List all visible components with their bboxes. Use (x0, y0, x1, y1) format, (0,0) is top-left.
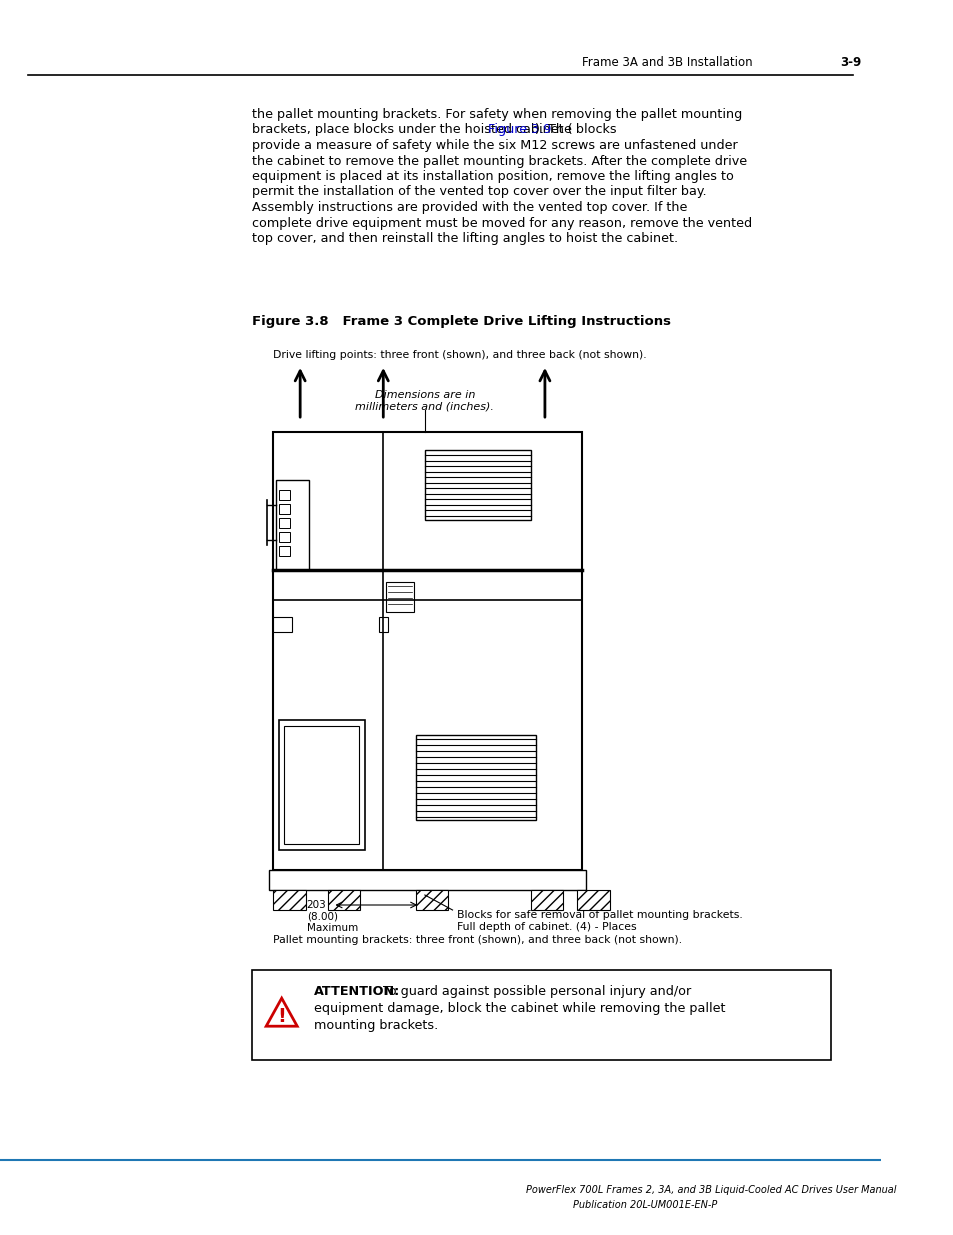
Text: Figure 3.8   Frame 3 Complete Drive Lifting Instructions: Figure 3.8 Frame 3 Complete Drive Liftin… (252, 315, 670, 329)
Text: brackets, place blocks under the hoisted cabinet (: brackets, place blocks under the hoisted… (252, 124, 572, 137)
Bar (577, 890, 609, 910)
Text: Publication 20L-UM001E-EN-P: Publication 20L-UM001E-EN-P (572, 1200, 716, 1210)
Bar (416, 735, 536, 820)
Bar (278, 504, 290, 514)
Bar (274, 432, 581, 869)
Bar (269, 869, 586, 890)
Text: Pallet mounting brackets: three front (shown), and three back (not shown).: Pallet mounting brackets: three front (s… (274, 935, 681, 945)
Polygon shape (266, 998, 297, 1026)
Text: Drive lifting points: three front (shown), and three back (not shown).: Drive lifting points: three front (shown… (274, 350, 646, 359)
Bar (278, 532, 290, 542)
Text: 203
(8.00)
Maximum: 203 (8.00) Maximum (306, 900, 357, 934)
Bar (278, 517, 290, 529)
Bar (278, 720, 364, 850)
Bar (275, 480, 309, 571)
Bar (284, 726, 359, 844)
Text: permit the installation of the vented top cover over the input filter bay.: permit the installation of the vented to… (252, 185, 706, 199)
Bar (416, 890, 448, 910)
Bar (378, 618, 388, 632)
Bar (274, 618, 292, 632)
Text: Blocks for safe removal of pallet mounting brackets.
Full depth of cabinet. (4) : Blocks for safe removal of pallet mounti… (456, 910, 742, 931)
Text: Figure 3.9: Figure 3.9 (487, 124, 551, 137)
Bar (424, 450, 531, 520)
Text: the cabinet to remove the pallet mounting brackets. After the complete drive: the cabinet to remove the pallet mountin… (252, 154, 746, 168)
Bar (274, 890, 305, 910)
Bar (531, 890, 563, 910)
Text: mounting brackets.: mounting brackets. (314, 1019, 437, 1032)
Text: top cover, and then reinstall the lifting angles to hoist the cabinet.: top cover, and then reinstall the liftin… (252, 232, 678, 245)
Text: provide a measure of safety while the six M12 screws are unfastened under: provide a measure of safety while the si… (252, 140, 737, 152)
Text: !: ! (277, 1008, 286, 1026)
Text: 3-9: 3-9 (840, 56, 861, 68)
Bar (278, 490, 290, 500)
Text: the pallet mounting brackets. For safety when removing the pallet mounting: the pallet mounting brackets. For safety… (252, 107, 741, 121)
Text: ). The blocks: ). The blocks (535, 124, 616, 137)
Text: equipment damage, block the cabinet while removing the pallet: equipment damage, block the cabinet whil… (314, 1002, 725, 1015)
Text: equipment is placed at its installation position, remove the lifting angles to: equipment is placed at its installation … (252, 170, 733, 183)
Text: Dimensions are in
millimeters and (inches).: Dimensions are in millimeters and (inche… (355, 390, 494, 411)
Text: Assembly instructions are provided with the vented top cover. If the: Assembly instructions are provided with … (252, 201, 687, 214)
Text: ATTENTION:: ATTENTION: (314, 986, 400, 998)
Bar (278, 546, 290, 556)
Text: To guard against possible personal injury and/or: To guard against possible personal injur… (383, 986, 691, 998)
Text: PowerFlex 700L Frames 2, 3A, and 3B Liquid-Cooled AC Drives User Manual: PowerFlex 700L Frames 2, 3A, and 3B Liqu… (526, 1186, 896, 1195)
Text: complete drive equipment must be moved for any reason, remove the vented: complete drive equipment must be moved f… (252, 216, 752, 230)
Text: Frame 3A and 3B Installation: Frame 3A and 3B Installation (581, 56, 752, 68)
Bar (252, 969, 830, 1060)
Bar (386, 582, 414, 613)
Bar (328, 890, 360, 910)
